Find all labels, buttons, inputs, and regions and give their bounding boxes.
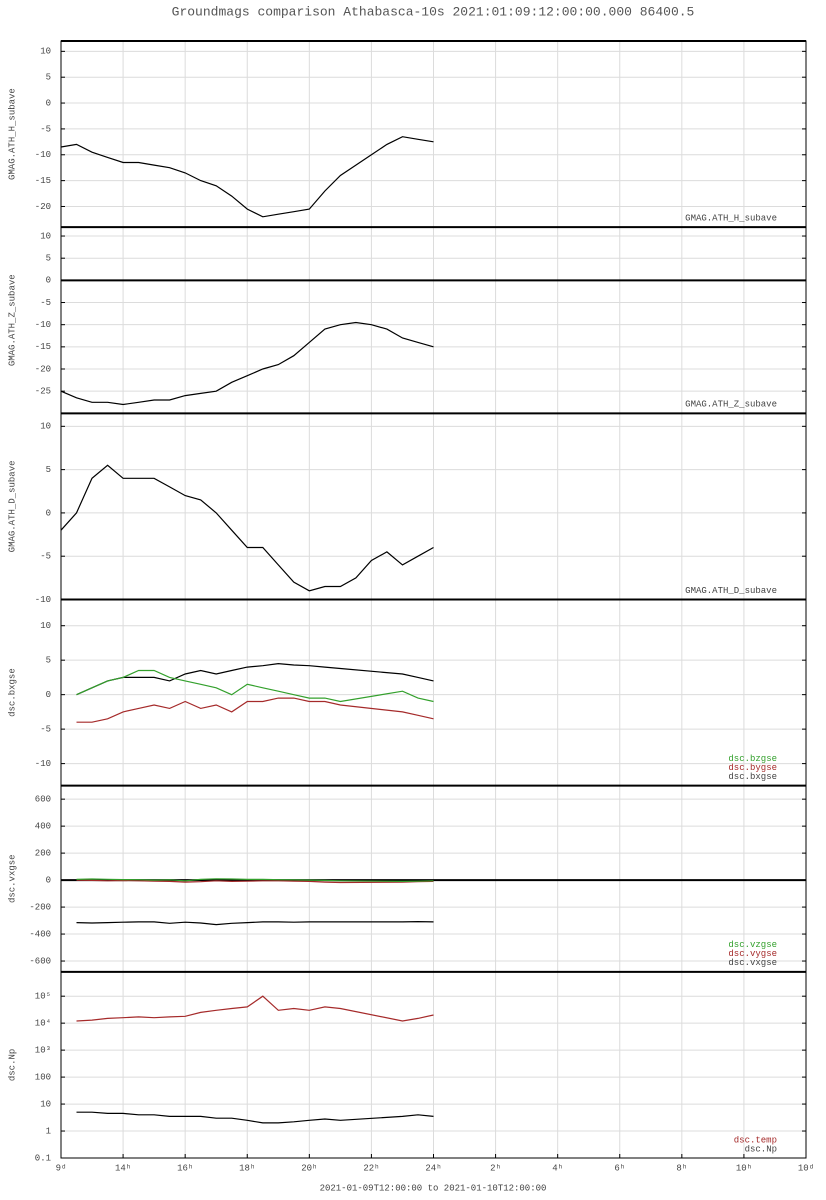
y-tick-label: 0	[46, 875, 51, 885]
series-line	[76, 879, 434, 884]
y-tick-label: 10	[40, 1099, 51, 1109]
series-line	[76, 878, 434, 883]
y-tick-label: 5	[46, 465, 51, 475]
series-line	[76, 669, 434, 703]
y-tick-label: 1	[46, 1126, 51, 1136]
legend-label: dsc.vygse	[728, 949, 777, 959]
y-tick-label: -20	[35, 364, 51, 374]
y-axis-label: dsc.vxgse	[7, 854, 17, 903]
x-axis-label: 2021-01-09T12:00:00 to 2021-01-10T12:00:…	[320, 1183, 547, 1193]
y-tick-label: 600	[35, 795, 51, 805]
y-tick-label: -10	[35, 595, 51, 605]
series-line	[76, 1111, 434, 1124]
y-tick-label: 200	[35, 848, 51, 858]
y-tick-label: 10	[40, 422, 51, 432]
y-tick-label: 0.1	[35, 1153, 51, 1163]
y-tick-label: 10	[40, 621, 51, 631]
y-tick-label: 0	[46, 98, 51, 108]
y-tick-label: -5	[40, 725, 51, 735]
x-tick-label: 20ʰ	[301, 1163, 317, 1173]
legend-label: GMAG.ATH_D_subave	[685, 586, 777, 596]
legend-label: dsc.bxgse	[728, 772, 777, 782]
y-tick-label: -10	[35, 759, 51, 769]
series-line	[76, 920, 434, 926]
y-tick-label: 400	[35, 822, 51, 832]
series-line	[76, 995, 434, 1022]
y-tick-label: 10	[40, 47, 51, 57]
y-axis-label: GMAG.ATH_D_subave	[7, 461, 17, 553]
y-tick-label: 10³	[35, 1046, 51, 1056]
x-tick-label: 9ᵈ	[56, 1163, 67, 1173]
y-tick-label: 0	[46, 690, 51, 700]
x-tick-label: 6ʰ	[614, 1163, 625, 1173]
legend-label: dsc.bygse	[728, 763, 777, 773]
legend-label: dsc.temp	[734, 1135, 777, 1145]
y-axis-label: dsc.Np	[7, 1049, 17, 1081]
x-tick-label: 2ʰ	[490, 1163, 501, 1173]
y-tick-label: -20	[35, 202, 51, 212]
y-axis-label: dsc.bxgse	[7, 668, 17, 717]
y-tick-label: 0	[46, 276, 51, 286]
y-tick-label: -5	[40, 298, 51, 308]
x-tick-label: 24ʰ	[425, 1163, 441, 1173]
x-tick-label: 4ʰ	[552, 1163, 563, 1173]
legend-label: GMAG.ATH_H_subave	[685, 214, 777, 224]
y-tick-label: 0	[46, 508, 51, 518]
y-tick-label: -200	[29, 902, 51, 912]
x-tick-label: 14ʰ	[115, 1163, 131, 1173]
x-tick-label: 16ʰ	[177, 1163, 193, 1173]
y-tick-label: -600	[29, 956, 51, 966]
y-tick-label: -15	[35, 176, 51, 186]
x-tick-label: 10ʰ	[736, 1163, 752, 1173]
y-tick-label: -10	[35, 150, 51, 160]
y-tick-label: 5	[46, 73, 51, 83]
y-tick-label: -400	[29, 929, 51, 939]
legend-label: dsc.Np	[745, 1144, 777, 1154]
y-axis-label: GMAG.ATH_H_subave	[7, 88, 17, 180]
legend-label: dsc.bzgse	[728, 754, 777, 764]
series-line	[76, 697, 434, 723]
y-axis-label: GMAG.ATH_Z_subave	[7, 274, 17, 366]
x-tick-label: 22ʰ	[363, 1163, 379, 1173]
x-tick-label: 10ᵈ	[798, 1163, 814, 1173]
y-tick-label: 10⁵	[35, 992, 51, 1002]
series-line	[60, 321, 434, 406]
chart-title: Groundmags comparison Athabasca-10s 2021…	[172, 4, 695, 19]
x-tick-label: 8ʰ	[676, 1163, 687, 1173]
series-line	[60, 136, 434, 218]
y-tick-label: 10⁴	[35, 1018, 51, 1029]
y-tick-label: -25	[35, 387, 51, 397]
y-tick-label: 5	[46, 656, 51, 666]
y-tick-label: 5	[46, 254, 51, 264]
series-line	[60, 464, 434, 592]
legend-label: GMAG.ATH_Z_subave	[685, 400, 777, 410]
legend-label: dsc.vxgse	[728, 958, 777, 968]
x-tick-label: 18ʰ	[239, 1163, 255, 1173]
y-tick-label: -15	[35, 342, 51, 352]
y-tick-label: 100	[35, 1072, 51, 1082]
y-tick-label: 10	[40, 231, 51, 241]
legend-label: dsc.vzgse	[728, 940, 777, 950]
series-line	[76, 662, 434, 696]
y-tick-label: -5	[40, 124, 51, 134]
y-tick-label: -10	[35, 320, 51, 330]
y-tick-label: -5	[40, 552, 51, 562]
